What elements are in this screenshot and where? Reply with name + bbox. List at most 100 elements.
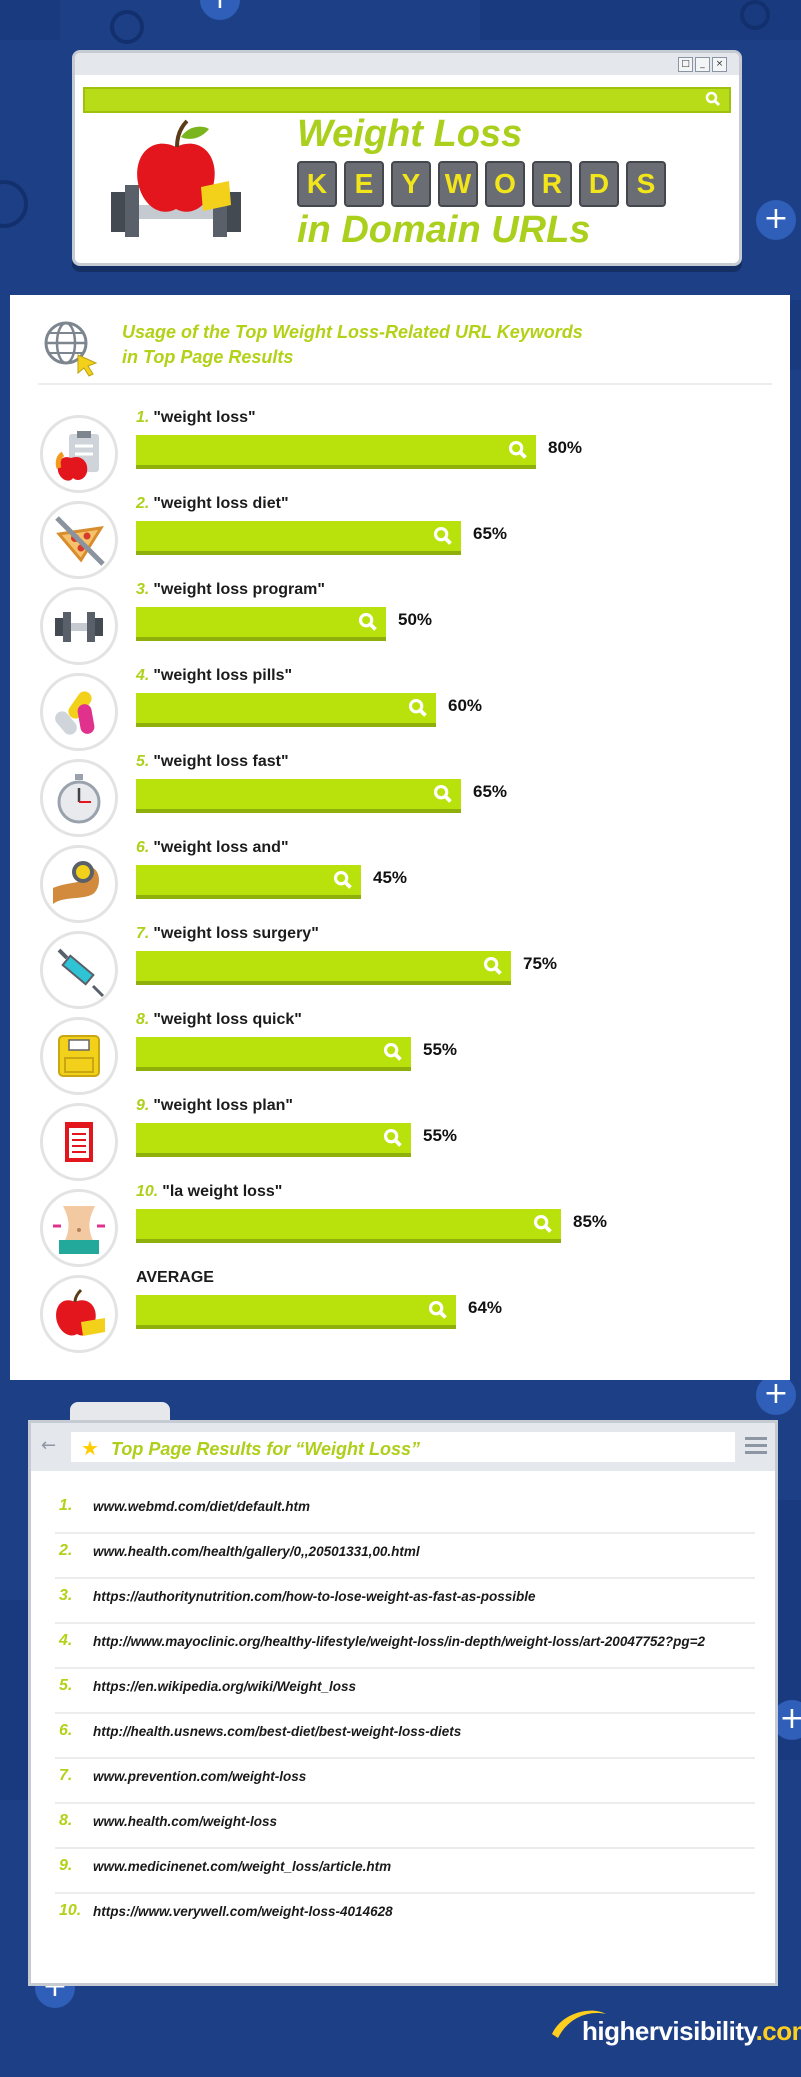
bar-value-label: 85% <box>573 1212 608 1231</box>
chart-title: Usage of the Top Weight Loss-Related URL… <box>122 320 583 370</box>
bar-category-label: 7. "weight loss surgery" <box>136 925 319 943</box>
restore-icon[interactable]: □ <box>678 57 693 72</box>
result-number: 8. <box>59 1812 73 1829</box>
chart-title-line2: in Top Page Results <box>122 347 294 367</box>
result-number: 1. <box>59 1497 73 1514</box>
search-icon <box>433 784 452 803</box>
bar <box>136 1209 561 1239</box>
keyword-letter-tile: W <box>438 161 478 207</box>
result-number: 7. <box>59 1767 73 1784</box>
bar-value-label: 45% <box>373 868 408 887</box>
bar <box>136 1295 456 1325</box>
bar <box>136 1123 411 1153</box>
search-icon <box>533 1214 552 1233</box>
keyword-letter-tile: O <box>485 161 525 207</box>
address-bar[interactable]: ★ Top Page Results for “Weight Loss” <box>71 1432 735 1462</box>
highervisibility-logo: highervisibility.com <box>548 2004 801 2052</box>
result-url[interactable]: https://www.verywell.com/weight-loss-401… <box>93 1904 393 1919</box>
bar-category-text: "weight loss program" <box>153 581 325 598</box>
search-icon <box>705 91 721 107</box>
result-url[interactable]: www.prevention.com/weight-loss <box>93 1769 307 1784</box>
keyword-letter-tile: E <box>344 161 384 207</box>
search-icon <box>483 956 502 975</box>
browser-tab[interactable] <box>70 1402 170 1422</box>
result-number: 6. <box>59 1722 73 1739</box>
minimize-icon[interactable]: _ <box>695 57 710 72</box>
window-titlebar: □ _ × <box>75 53 739 75</box>
search-icon <box>408 698 427 717</box>
result-url[interactable]: http://health.usnews.com/best-diet/best-… <box>93 1724 462 1739</box>
result-item[interactable]: 7. www.prevention.com/weight-loss <box>55 1757 755 1804</box>
result-item[interactable]: 10. https://www.verywell.com/weight-loss-… <box>55 1892 755 1937</box>
result-url[interactable]: https://en.wikipedia.org/wiki/Weight_los… <box>93 1679 357 1694</box>
bar-rank-number: 10. <box>136 1183 159 1200</box>
bar <box>136 607 386 637</box>
result-item[interactable]: 3. https://authoritynutrition.com/how-to-… <box>55 1577 755 1624</box>
divider <box>38 383 772 385</box>
result-item[interactable]: 5. https://en.wikipedia.org/wiki/Weight_l… <box>55 1667 755 1714</box>
stopwatch-icon <box>40 759 118 837</box>
chart-row: 9. "weight loss plan" 55% <box>10 1097 790 1189</box>
syringe-icon <box>40 931 118 1009</box>
logo-swoosh-icon <box>552 2010 606 2038</box>
bar <box>136 693 436 723</box>
close-icon[interactable]: × <box>712 57 727 72</box>
bar-category-text: "weight loss quick" <box>153 1011 302 1028</box>
bar-category-text: "weight loss surgery" <box>153 925 319 942</box>
logo-tld: .com <box>755 2016 801 2046</box>
bar-category-text: "weight loss pills" <box>153 667 293 684</box>
back-arrow-icon[interactable]: ← <box>41 1435 57 1456</box>
header-search-bar[interactable] <box>83 87 731 113</box>
bg-plus-icon: + <box>756 200 796 240</box>
bar-category-text: "weight loss" <box>153 409 256 426</box>
search-icon <box>333 870 352 889</box>
result-url[interactable]: www.medicinenet.com/weight_loss/article.… <box>93 1859 392 1874</box>
chart-row: AVERAGE 64% <box>10 1269 790 1361</box>
search-icon <box>508 440 527 459</box>
result-item[interactable]: 6. http://health.usnews.com/best-diet/bes… <box>55 1712 755 1759</box>
bar-rank-number: 4. <box>136 667 150 684</box>
result-item[interactable]: 8. www.health.com/weight-loss <box>55 1802 755 1849</box>
result-url[interactable]: www.webmd.com/diet/default.htm <box>93 1499 311 1514</box>
bar-rank-number: 5. <box>136 753 150 770</box>
bar-category-text: AVERAGE <box>136 1269 214 1286</box>
result-url[interactable]: www.health.com/weight-loss <box>93 1814 278 1829</box>
star-icon: ★ <box>81 1436 99 1460</box>
result-item[interactable]: 2. www.health.com/health/gallery/0,,20501… <box>55 1532 755 1579</box>
chart-row: 6. "weight loss and" 45% <box>10 839 790 931</box>
result-item[interactable]: 1. www.webmd.com/diet/default.htm <box>55 1487 755 1534</box>
bar <box>136 1037 411 1067</box>
scale-icon <box>40 1017 118 1095</box>
header-title: Weight Loss <box>297 113 523 155</box>
chart-panel: Usage of the Top Weight Loss-Related URL… <box>10 295 790 1380</box>
bar <box>136 865 361 895</box>
bar-category-label: 3. "weight loss program" <box>136 581 325 599</box>
bar-category-label: AVERAGE <box>136 1269 214 1287</box>
result-item[interactable]: 4. http://www.mayoclinic.org/healthy-life… <box>55 1622 755 1669</box>
apple-tape-icon <box>40 1275 118 1353</box>
bar-category-text: "weight loss plan" <box>153 1097 293 1114</box>
keyword-letter-tile: Y <box>391 161 431 207</box>
apple-dumbbell-icon <box>111 119 241 237</box>
search-icon <box>383 1128 402 1147</box>
menu-icon[interactable] <box>745 1437 767 1458</box>
bar-category-label: 10. "la weight loss" <box>136 1183 282 1201</box>
result-item[interactable]: 9. www.medicinenet.com/weight_loss/articl… <box>55 1847 755 1894</box>
keyword-letter-tile: D <box>579 161 619 207</box>
chart-row: 4. "weight loss pills" 60% <box>10 667 790 759</box>
result-url[interactable]: www.health.com/health/gallery/0,,2050133… <box>93 1544 420 1559</box>
bar-category-label: 4. "weight loss pills" <box>136 667 292 685</box>
keyword-letter-tile: R <box>532 161 572 207</box>
search-icon <box>383 1042 402 1061</box>
result-url[interactable]: http://www.mayoclinic.org/healthy-lifest… <box>93 1634 705 1649</box>
result-url[interactable]: https://authoritynutrition.com/how-to-lo… <box>93 1589 536 1604</box>
bg-key-icon <box>740 0 770 30</box>
keyword-letter-tile: S <box>626 161 666 207</box>
flexed-arm-icon <box>40 845 118 923</box>
results-browser-window: ← ★ Top Page Results for “Weight Loss” 1… <box>28 1420 778 1986</box>
no-pizza-icon <box>40 501 118 579</box>
chart-row: 2. "weight loss diet" 65% <box>10 495 790 587</box>
bar-rank-number: 9. <box>136 1097 150 1114</box>
bar-category-label: 9. "weight loss plan" <box>136 1097 293 1115</box>
